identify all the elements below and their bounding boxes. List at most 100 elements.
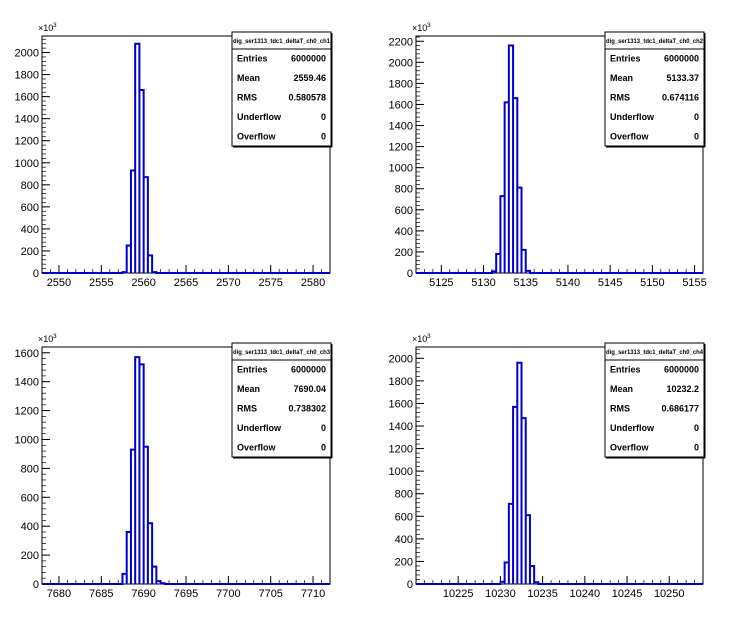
stats-label: Entries — [610, 54, 641, 64]
stats-label: Overflow — [237, 442, 277, 452]
y-tick-label: 1000 — [389, 466, 413, 478]
x-tick-label: 2575 — [258, 277, 282, 289]
histogram-line — [42, 356, 330, 585]
y-tick-label: 1400 — [389, 121, 413, 133]
x-tick-label: 2555 — [89, 277, 113, 289]
histogram-pad-2: 0 200 400 600 800 1000 1200 1400 1600 1800 2000 220… — [389, 22, 707, 289]
y-tick-label: 600 — [395, 511, 413, 523]
stats-box: dig_ser1313_tdc1_deltaT_ch0_ch2 Entries 60… — [604, 31, 706, 148]
x-tick-label: 5150 — [640, 277, 664, 289]
y-tick-label: 2000 — [389, 353, 413, 365]
histogram-pad-1: 0 200 400 600 800 1000 1200 1400 1600 1800 2000 255… — [15, 22, 333, 289]
y-exponent-power: 3 — [427, 333, 431, 340]
y-tick-label: 600 — [395, 205, 413, 217]
y-tick-label: 2000 — [15, 48, 39, 60]
y-exponent-label: ×10 — [38, 334, 53, 344]
histogram-pad-3: 0 200 400 600 800 1000 1200 1400 1600 7680 7685 769… — [15, 333, 333, 600]
stats-value: 0 — [321, 423, 326, 433]
stats-value: 0 — [694, 423, 699, 433]
y-tick-label: 200 — [395, 247, 413, 259]
stats-value: 0 — [321, 442, 326, 452]
y-tick-label: 1000 — [389, 163, 413, 175]
y-exponent-power: 3 — [53, 333, 57, 340]
stats-label: Entries — [610, 365, 641, 375]
x-tick-label: 2550 — [47, 277, 71, 289]
y-tick-label: 1200 — [15, 136, 39, 148]
y-tick-label: 1200 — [389, 444, 413, 456]
y-exponent-label: ×10 — [412, 23, 427, 33]
y-exponent-label: ×10 — [412, 334, 427, 344]
stats-value: 7690.04 — [293, 384, 326, 394]
x-tick-label: 5135 — [513, 277, 537, 289]
x-tick-label: 7690 — [131, 588, 155, 600]
stats-label: Entries — [237, 365, 268, 375]
stats-label: RMS — [237, 93, 257, 103]
y-tick-label: 600 — [21, 492, 39, 504]
stats-label: Mean — [237, 384, 260, 394]
y-tick-label: 1600 — [389, 398, 413, 410]
y-tick-label: 0 — [33, 268, 39, 280]
x-tick-label: 5145 — [598, 277, 622, 289]
stats-label: RMS — [237, 404, 257, 414]
y-tick-label: 0 — [407, 579, 413, 591]
y-exponent-power: 3 — [427, 22, 431, 29]
y-tick-label: 2200 — [389, 36, 413, 48]
x-tick-label: 5155 — [682, 277, 706, 289]
stats-value: 6000000 — [291, 365, 326, 375]
stats-box: dig_ser1313_tdc1_deltaT_ch0_ch3 Entries 60… — [231, 342, 333, 459]
y-tick-label: 1800 — [389, 376, 413, 388]
y-tick-label: 1200 — [15, 406, 39, 418]
histogram-line — [42, 42, 330, 274]
y-tick-label: 600 — [21, 202, 39, 214]
x-tick-label: 2560 — [131, 277, 155, 289]
y-exponent-power: 3 — [53, 22, 57, 29]
stats-value: 0 — [694, 131, 699, 141]
histogram-line — [416, 361, 703, 585]
stats-value: 5133.37 — [666, 73, 699, 83]
stats-box-title: dig_ser1313_tdc1_deltaT_ch0_ch2 — [606, 38, 703, 45]
y-tick-label: 1000 — [15, 158, 39, 170]
x-tick-label: 10235 — [527, 588, 558, 600]
x-tick-label: 5130 — [471, 277, 495, 289]
stats-value: 0.686177 — [661, 404, 699, 414]
y-tick-label: 800 — [395, 489, 413, 501]
y-tick-label: 400 — [21, 521, 39, 533]
stats-value: 0 — [694, 442, 699, 452]
x-tick-label: 7695 — [174, 588, 198, 600]
stats-label: Underflow — [610, 112, 655, 122]
y-tick-label: 800 — [21, 180, 39, 192]
y-tick-label: 0 — [407, 268, 413, 280]
stats-value: 6000000 — [664, 54, 699, 64]
stats-value: 2559.46 — [293, 73, 326, 83]
y-tick-label: 0 — [33, 579, 39, 591]
x-tick-label: 5125 — [429, 277, 453, 289]
stats-value: 0.674116 — [662, 93, 699, 103]
histogram-pad-4: 0 200 400 600 800 1000 1200 1400 1600 1800 2000 102… — [389, 333, 706, 600]
y-tick-label: 1000 — [15, 434, 39, 446]
x-tick-label: 10245 — [612, 588, 643, 600]
x-tick-label: 2570 — [216, 277, 240, 289]
x-tick-label: 7685 — [89, 588, 113, 600]
stats-box-title: dig_ser1313_tdc1_deltaT_ch0_ch4 — [606, 349, 703, 356]
y-tick-label: 1800 — [15, 70, 39, 82]
x-tick-label: 2565 — [174, 277, 198, 289]
y-tick-label: 1800 — [389, 78, 413, 90]
stats-label: Mean — [610, 73, 633, 83]
x-tick-label: 10240 — [570, 588, 601, 600]
stats-value: 6000000 — [664, 365, 699, 375]
y-tick-label: 1600 — [389, 99, 413, 111]
x-tick-label: 10225 — [443, 588, 474, 600]
stats-label: RMS — [610, 404, 630, 414]
stats-box: dig_ser1313_tdc1_deltaT_ch0_ch4 Entries 60… — [604, 342, 706, 459]
stats-label: Mean — [237, 73, 260, 83]
histogram-line — [416, 44, 703, 274]
x-tick-label: 10250 — [654, 588, 685, 600]
stats-label: Overflow — [610, 442, 650, 452]
y-tick-label: 200 — [395, 556, 413, 568]
y-tick-label: 800 — [21, 463, 39, 475]
stats-box-frame — [604, 31, 705, 147]
y-tick-label: 1200 — [389, 142, 413, 154]
stats-label: Underflow — [610, 423, 655, 433]
stats-value: 0 — [321, 131, 326, 141]
